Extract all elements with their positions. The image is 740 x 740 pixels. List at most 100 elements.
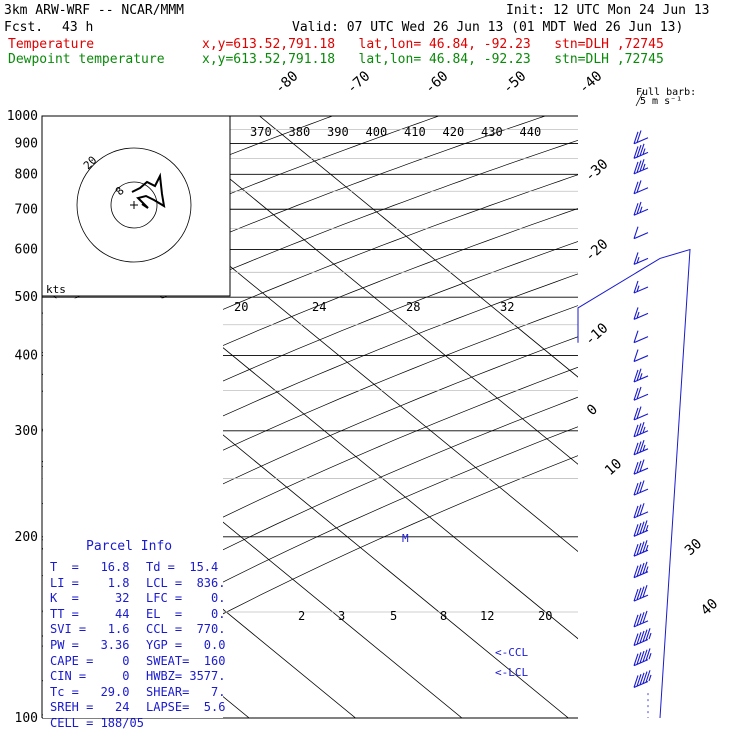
- parcel-info-left-value: CIN = 0: [50, 669, 130, 684]
- wind-barb: [633, 520, 649, 537]
- isotherm-line: [259, 116, 578, 718]
- pressure-tick-label: 900: [15, 137, 38, 152]
- parcel-info-left-value: Tc = 29.0: [50, 684, 130, 699]
- hodograph-box: [41, 115, 231, 297]
- dry-adiabat-line: [42, 116, 578, 718]
- wind-barb: [633, 280, 649, 294]
- isotherm-label: -30: [582, 156, 612, 185]
- pressure-tick-label: 800: [15, 167, 38, 182]
- parcel-info-left-value: LI = 1.8: [50, 575, 130, 590]
- temperature-location: x,y=613.52,791.18 lat,lon= 46.84, -92.23…: [202, 37, 664, 52]
- wind-barb: [633, 585, 649, 602]
- dry-adiabat-line: [42, 116, 578, 718]
- theta-label: 430: [481, 125, 503, 139]
- forecast-hour: 43 h: [62, 20, 94, 35]
- theta-label: 420: [443, 125, 465, 139]
- valid-time: Valid: 07 UTC Wed 26 Jun 13 (01 MDT Wed …: [292, 20, 684, 35]
- dry-adiabat-line: [42, 116, 45, 718]
- dry-adiabat-line: [42, 116, 578, 718]
- isotherm-label: 10: [602, 456, 625, 479]
- pressure-tick-label: 500: [15, 290, 38, 305]
- temperature-legend-label: Temperature: [8, 37, 95, 52]
- kts-tick-label: 20: [234, 300, 248, 314]
- parcel-info-left-value: PW = 3.36: [50, 638, 130, 652]
- lcl-marker: <-LCL: [495, 666, 528, 679]
- wind-barb: [633, 130, 649, 145]
- parcel-info-right-value: HWBZ= 3577.: [146, 669, 226, 684]
- parcel-info-right-value: LAPSE= 5.6: [146, 700, 226, 715]
- kts-tick-label: 28: [406, 300, 420, 314]
- kts-tick-label: 32: [500, 300, 514, 314]
- theta-label: 380: [289, 125, 311, 139]
- wind-barb: [633, 143, 649, 159]
- theta-label: 390: [327, 125, 349, 139]
- wind-barb: [633, 480, 649, 496]
- wind-barb: [633, 180, 649, 195]
- dewpoint-legend-label: Dewpoint temperature: [8, 52, 165, 67]
- barb-legend-icon: [635, 89, 645, 107]
- isotherm-label: -50: [500, 68, 530, 97]
- parcel-info-panel: [43, 298, 223, 718]
- theta-label: 400: [366, 125, 388, 139]
- pressure-tick-label: 1000: [7, 109, 38, 124]
- wind-barb: [633, 406, 649, 421]
- isotherm-line: [42, 116, 356, 718]
- wind-barb: [633, 628, 652, 647]
- dewpoint-location: x,y=613.52,791.18 lat,lon= 46.84, -92.23…: [202, 52, 664, 67]
- pressure-tick-label: 700: [15, 202, 38, 217]
- kts-label: kts: [46, 283, 66, 296]
- hodograph-ring-inner: [110, 181, 158, 229]
- isotherm-label: 30: [682, 536, 705, 559]
- parcel-info-right-value: SHEAR= 7.: [146, 684, 226, 699]
- isotherm-label: -40: [576, 68, 606, 97]
- pressure-tick-label: 300: [15, 424, 38, 439]
- pressure-tick-label: 400: [15, 349, 38, 364]
- dry-adiabat-line: [42, 116, 578, 718]
- parcel-info-left-value: CELL = 188/05: [50, 716, 144, 730]
- isotherm-label: -60: [422, 68, 452, 97]
- wind-barb: [633, 330, 649, 344]
- isotherm-label: -80: [272, 68, 302, 97]
- wind-barb: [633, 440, 649, 456]
- mixing-ratio-label: 8: [440, 609, 447, 623]
- wind-barb: [633, 201, 649, 216]
- isotherm-label: 0: [584, 401, 601, 419]
- ccl-marker: <-CCL: [495, 646, 528, 659]
- parcel-info-right-value: Td = 15.4: [146, 560, 219, 574]
- wind-barb: [633, 226, 649, 240]
- wind-barb: [633, 159, 649, 175]
- level-marker: M: [402, 532, 409, 545]
- parcel-info-right-value: LCL = 836.: [146, 575, 226, 590]
- parcel-info-left-value: T = 16.8: [50, 560, 130, 574]
- kts-tick-label: 24: [312, 300, 326, 314]
- wind-barb: [633, 540, 649, 557]
- dry-adiabat-line: [42, 116, 368, 718]
- dry-adiabat-line: [42, 116, 578, 718]
- pressure-tick-label: 100: [15, 711, 38, 726]
- parcel-info-title: Parcel Info: [86, 539, 173, 554]
- parcel-info-left-value: CAPE = 0: [50, 653, 130, 668]
- parcel-info-left-value: TT = 44: [50, 606, 130, 621]
- dry-adiabat-line: [42, 116, 578, 718]
- isotherm-label: -20: [582, 236, 612, 265]
- wind-barb: [633, 386, 649, 401]
- wind-barb: [633, 648, 652, 667]
- theta-label: 370: [250, 125, 272, 139]
- wind-barb: [633, 670, 652, 688]
- parcel-info-right-value: CCL = 770.: [146, 622, 226, 637]
- mixing-ratio-label: 5: [390, 609, 397, 623]
- wind-barb: [633, 610, 649, 628]
- parcel-info-right-value: LFC = 0.: [146, 591, 226, 606]
- wind-barb: [633, 252, 649, 265]
- mixing-ratio-label: 2: [298, 609, 305, 623]
- model-title: 3km ARW-WRF -- NCAR/MMM: [4, 3, 185, 18]
- parcel-info-left-value: K = 32: [50, 591, 130, 606]
- hodograph-trace: [131, 172, 166, 209]
- forecast-label: Fcst.: [4, 20, 44, 35]
- pressure-tick-label: 200: [15, 530, 38, 545]
- parcel-info-left-value: SREH = 24: [50, 700, 130, 715]
- pressure-tick-label: 600: [15, 243, 38, 258]
- wind-panel-border: [577, 248, 691, 719]
- parcel-info-left-value: SVI = 1.6: [50, 622, 130, 637]
